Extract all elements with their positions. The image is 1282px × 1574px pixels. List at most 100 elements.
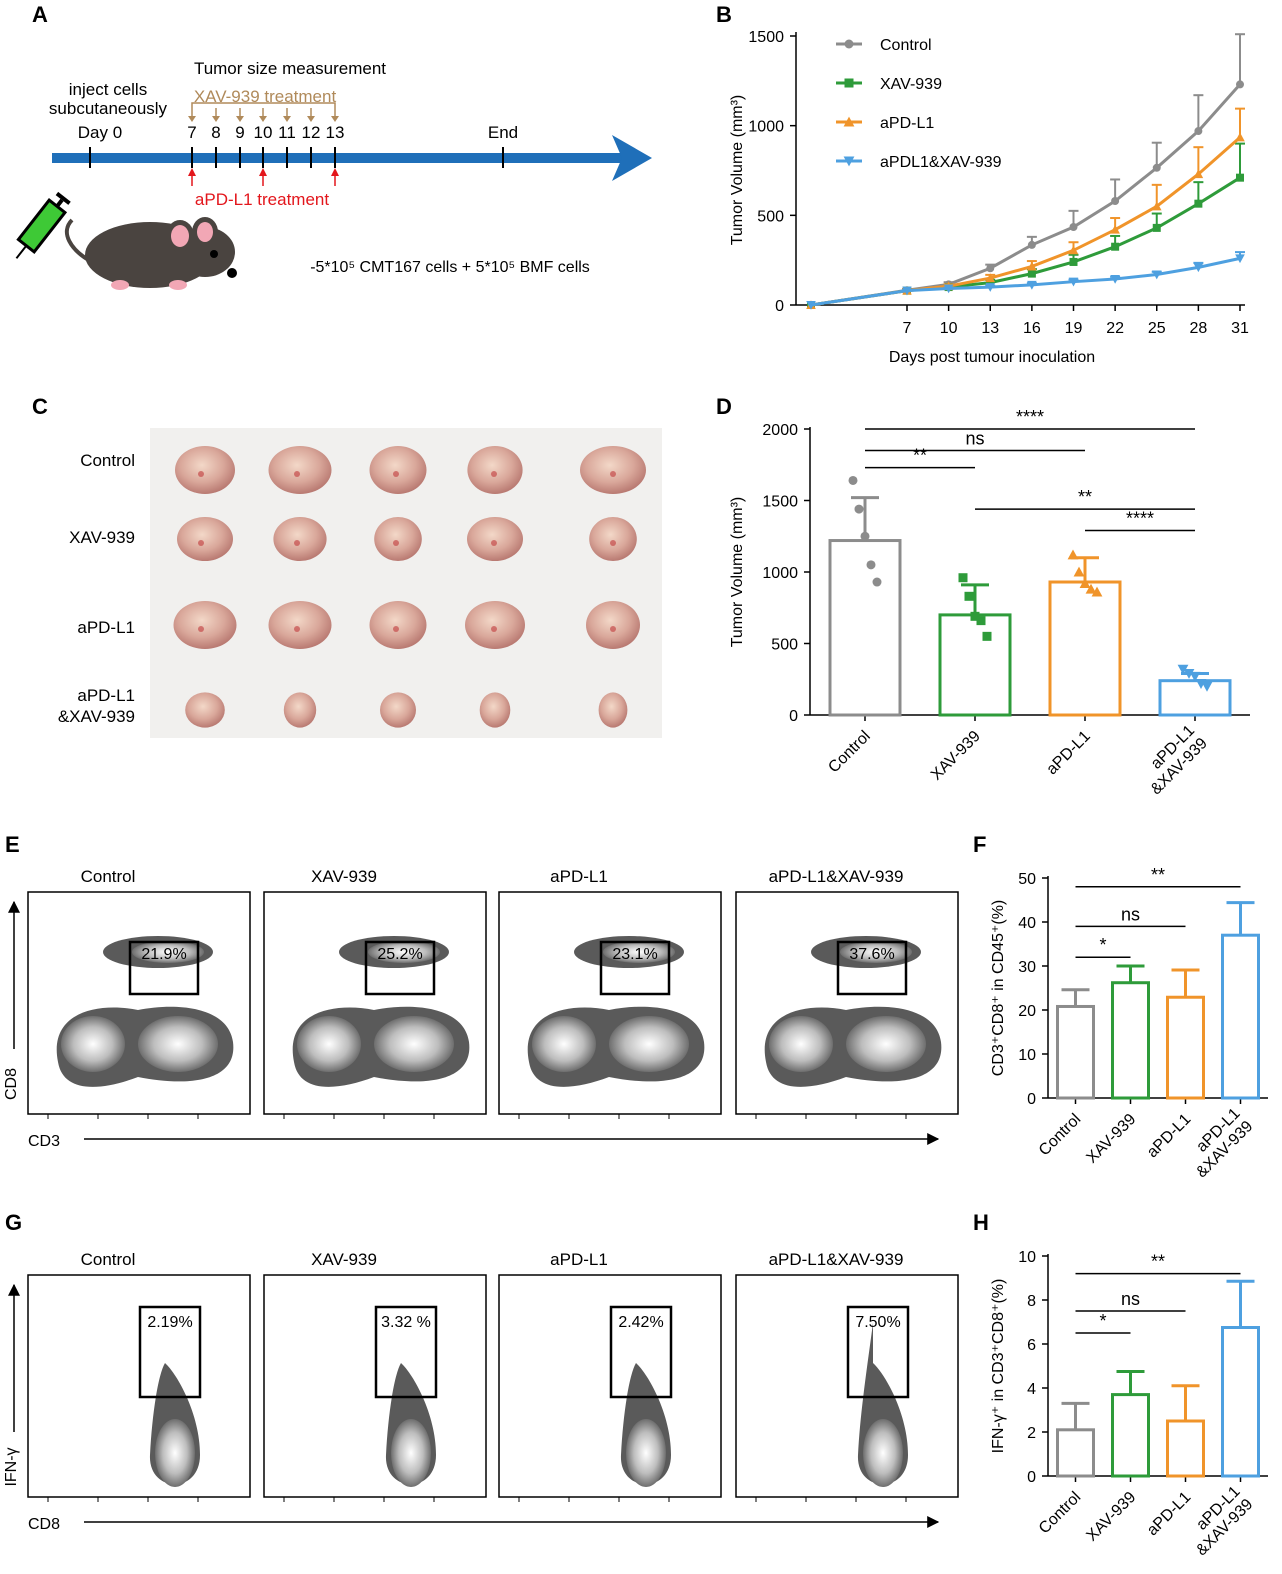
f-sig-label: ns <box>1121 904 1140 924</box>
panel-label-c: C <box>32 394 48 419</box>
f-category-line: Control <box>1036 1111 1084 1159</box>
flow-gate-percentage: 25.2% <box>377 946 422 963</box>
flow-frame <box>263 891 487 1115</box>
b-data-point <box>1151 270 1162 280</box>
d-data-point <box>1201 681 1213 692</box>
f-bar <box>1221 933 1260 1100</box>
panel-e-flow: Control 21.9% XAV-939 25.2% aPD-L1 23.1% aPD-L… <box>3 867 959 1150</box>
f-category-label: Control <box>1036 1111 1084 1159</box>
flow-population <box>155 1419 195 1487</box>
flow-population <box>297 1016 361 1072</box>
b-data-point <box>1235 254 1245 264</box>
xav-arrow-head <box>188 116 196 122</box>
b-data-point <box>985 273 996 283</box>
h-category-label: Control <box>1036 1489 1084 1537</box>
flow-population <box>132 941 204 963</box>
panel-g-flow: Control 2.19% XAV-939 3.32 % aPD-L1 2.42% aPD-… <box>3 1250 959 1533</box>
d-category-label: Control <box>825 728 873 776</box>
h-bar <box>1111 1393 1150 1478</box>
panel-label-h: H <box>973 1210 989 1235</box>
b-y-axis-title: Tumor Volume (mm³) <box>729 95 746 246</box>
b-data-point <box>1193 263 1204 273</box>
flow-title: XAV-939 <box>311 867 377 886</box>
panel-label-d: D <box>716 394 732 419</box>
photo-row-label: &XAV-939 <box>58 707 135 726</box>
tumor-sample <box>586 601 640 649</box>
tumor-spot <box>491 540 497 546</box>
tumor-spot <box>198 540 204 546</box>
xav-arrow-head <box>307 116 315 122</box>
d-category-label: XAV-939 <box>928 728 984 784</box>
flow-gate <box>609 1305 673 1399</box>
b-data-point <box>1152 163 1161 172</box>
flow-gate-percentage: 21.9% <box>141 946 186 963</box>
h-sig-label: ** <box>1151 1252 1165 1272</box>
d-y-tick-label: 500 <box>771 637 798 654</box>
panel-h-bar-chart: 0 2 4 6 8 10 Control XAV-939 aPD-L1aPD-L1&XAV-93… <box>990 1249 1268 1559</box>
xav-arrows <box>188 108 339 122</box>
apd-arrow-head <box>188 168 196 176</box>
h-sig-label: ns <box>1121 1289 1140 1309</box>
tumor-sample <box>268 446 332 494</box>
f-bar <box>1056 1004 1095 1100</box>
tumor-spot <box>610 471 616 477</box>
d-data-point <box>872 577 882 587</box>
h-bar <box>1166 1419 1205 1478</box>
panel-f-bar-chart: 0 10 20 30 40 50 Control XAV-939 aPD-L1aPD-L1&XA… <box>990 865 1268 1181</box>
flow-population <box>61 1016 125 1072</box>
flow-population <box>391 1419 431 1487</box>
f-y-tick-label: 50 <box>1018 871 1036 888</box>
b-data-point <box>1111 196 1120 205</box>
tumor-sample <box>589 517 637 561</box>
f-category-line: XAV-939 <box>1083 1111 1139 1167</box>
tumor-spot <box>198 626 204 632</box>
flow-population <box>374 1016 454 1072</box>
b-data-point <box>1193 169 1204 179</box>
flow-title: aPD-L1 <box>550 867 608 886</box>
flow-x-axis-label: CD3 <box>28 1133 60 1150</box>
tumor-spot <box>610 540 616 546</box>
b-x-tick-label: 19 <box>1065 320 1083 337</box>
flow-gate <box>836 940 908 996</box>
b-x-tick-label: 13 <box>981 320 999 337</box>
h-category-line: aPD-L1 <box>1144 1489 1194 1539</box>
day-labels: 7 8 9 10 11 12 13 <box>187 123 344 142</box>
flow-y-axis-label: IFN-γ <box>3 1447 20 1486</box>
flow-frame <box>498 891 722 1115</box>
b-data-point <box>1235 132 1245 142</box>
b-y-tick-label: 1000 <box>748 119 784 136</box>
day-label: 11 <box>278 123 296 142</box>
f-category-line: aPD-L1 <box>1144 1111 1194 1161</box>
b-data-point <box>1236 173 1244 182</box>
flow-gate <box>374 1305 438 1399</box>
tumor-sample <box>598 692 628 728</box>
d-bar <box>938 613 1012 717</box>
flow-gate-percentage: 37.6% <box>849 946 894 963</box>
panel-label-g: G <box>5 1210 22 1235</box>
flow-population <box>138 1016 218 1072</box>
f-y-tick-label: 40 <box>1018 915 1036 932</box>
flow-population <box>626 1419 666 1487</box>
tumor-sample <box>185 692 225 728</box>
h-category-label: XAV-939 <box>1083 1489 1139 1545</box>
f-y-tick-label: 10 <box>1018 1047 1036 1064</box>
b-x-axis-title: Days post tumour inoculation <box>889 349 1095 366</box>
tumor-sample <box>479 692 511 728</box>
flow-gate-percentage: 3.32 % <box>381 1314 431 1331</box>
b-legend-marker <box>844 39 854 49</box>
d-y-axis-title: Tumor Volume (mm³) <box>729 497 746 648</box>
inject-label-line1: inject cells <box>69 80 147 99</box>
d-y-tick-label: 2000 <box>762 422 798 439</box>
d-bar <box>1048 580 1122 717</box>
d-data-point <box>854 504 864 514</box>
h-y-axis-title: IFN-γ⁺ in CD3⁺CD8⁺(%) <box>990 1279 1007 1454</box>
day0-label: Day 0 <box>78 123 122 142</box>
apd-arrows <box>188 168 339 186</box>
d-y-tick-label: 0 <box>789 708 798 725</box>
b-x-tick-label: 28 <box>1189 320 1207 337</box>
f-sig-label: * <box>1099 935 1106 955</box>
h-y-tick-label: 8 <box>1027 1293 1036 1310</box>
b-series-line <box>810 136 1241 307</box>
flow-population <box>863 1419 903 1487</box>
panel-a-schematic: inject cells subcutaneously Day 0 Tumor … <box>15 59 652 290</box>
